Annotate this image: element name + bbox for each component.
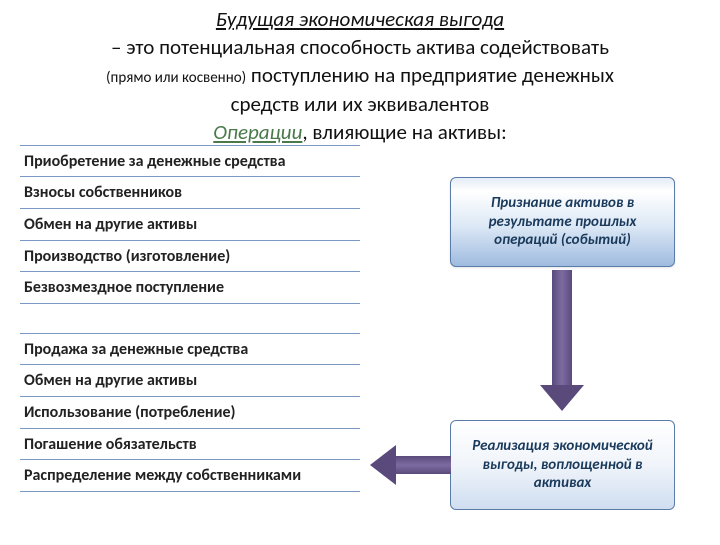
operations-rest: , влияющие на активы:	[302, 119, 506, 145]
list-item: Безвозмездное поступление	[20, 272, 360, 304]
recognition-box-text: Признание активов в результате прошлых о…	[489, 194, 637, 250]
list-item: Использование (потребление)	[20, 397, 360, 429]
list-item: Обмен на другие активы	[20, 209, 360, 241]
list-item: Приобретение за денежные средства	[20, 145, 360, 178]
operations-word: Операции	[213, 119, 302, 145]
subtitle-rest: поступлению на предприятие денежных	[246, 62, 614, 88]
realization-box-text: Реализация экономической выгоды, воплоще…	[472, 437, 653, 493]
arrow-down-icon	[540, 270, 584, 411]
subtitle-small: (прямо или косвенно)	[106, 69, 246, 87]
list-item: Продажа за денежные средства	[20, 334, 360, 366]
list-item: Производство (изготовление)	[20, 241, 360, 273]
list-item: Погашение обязательств	[20, 429, 360, 461]
list-separator	[20, 304, 360, 334]
arrow-left-icon	[370, 445, 451, 485]
page-title: Будущая экономическая выгода	[30, 6, 690, 32]
subtitle-line1: – это потенциальная способность актива с…	[30, 34, 690, 60]
list-column: Приобретение за денежные средства Взносы…	[20, 145, 360, 492]
subtitle-line2: (прямо или косвенно) поступлению на пред…	[30, 62, 690, 88]
header: Будущая экономическая выгода – это потен…	[0, 0, 720, 145]
subtitle-line3: средств или их эквивалентов	[30, 91, 690, 117]
realization-box: Реализация экономической выгоды, воплоще…	[450, 420, 675, 510]
operations-line: Операции, влияющие на активы:	[30, 119, 690, 145]
list-item: Обмен на другие активы	[20, 365, 360, 397]
list-item: Распределение между собственниками	[20, 460, 360, 492]
list-item: Взносы собственников	[20, 177, 360, 209]
recognition-box: Признание активов в результате прошлых о…	[450, 177, 675, 267]
content-area: Приобретение за денежные средства Взносы…	[0, 145, 720, 545]
